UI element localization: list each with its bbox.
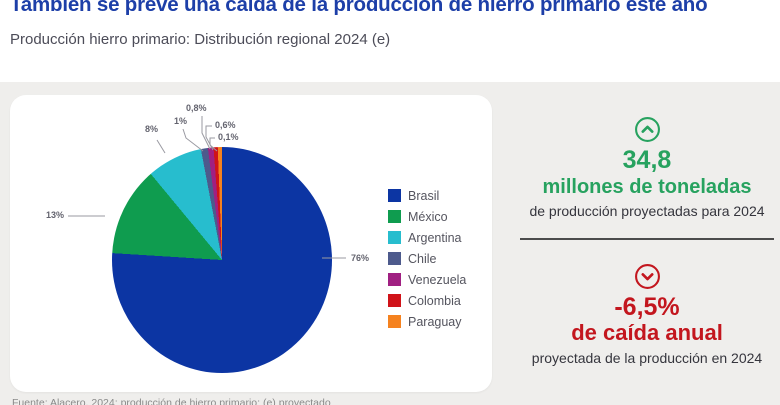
chart-legend: Brasil México Argentina Chile Venezuela … <box>388 185 466 332</box>
legend-item-paraguay: Paraguay <box>388 311 466 332</box>
page-header: También se prevé una caída de la producc… <box>0 0 780 82</box>
stats-divider <box>520 238 774 240</box>
content-area: 76% 13% 8% 1% 0,8% 0,6% 0,1% Brasil Méxi… <box>0 82 780 405</box>
legend-item-mexico: México <box>388 206 466 227</box>
pie-label-mexico: 13% <box>46 210 65 220</box>
legend-item-chile: Chile <box>388 248 466 269</box>
legend-swatch-paraguay <box>388 315 401 328</box>
page-title: También se prevé una caída de la producc… <box>10 0 708 16</box>
pie-label-paraguay: 0,1% <box>218 132 239 142</box>
chart-subtitle: Producción hierro primario: Distribución… <box>10 31 391 48</box>
legend-swatch-mexico <box>388 210 401 223</box>
stat-down-value: -6,5% <box>614 293 680 321</box>
legend-label: Brasil <box>408 188 440 203</box>
stat-down-caption: proyectada de la producción en 2024 <box>531 350 763 366</box>
legend-label: Venezuela <box>408 272 467 287</box>
legend-item-argentina: Argentina <box>388 227 466 248</box>
circle-chevron-down-icon <box>520 263 774 295</box>
pie-label-brasil: 76% <box>351 253 370 263</box>
circle-chevron-up-icon <box>520 116 774 148</box>
legend-swatch-brasil <box>388 189 401 202</box>
pie-label-chile: 1% <box>174 116 188 126</box>
legend-label: Colombia <box>408 293 461 308</box>
pie-chart <box>112 147 332 373</box>
stats-panel: 34,8 millones de toneladas de producción… <box>520 82 774 392</box>
stat-down-label: de caída anual <box>571 320 723 345</box>
stat-up-unit: millones de toneladas <box>542 176 752 198</box>
legend-swatch-chile <box>388 252 401 265</box>
legend-swatch-argentina <box>388 231 401 244</box>
pie-label-argentina: 8% <box>145 124 159 134</box>
legend-item-venezuela: Venezuela <box>388 269 466 290</box>
legend-label: Chile <box>408 251 437 266</box>
pie-chart-card: 76% 13% 8% 1% 0,8% 0,6% 0,1% Brasil Méxi… <box>10 95 492 392</box>
legend-swatch-colombia <box>388 294 401 307</box>
legend-label: Argentina <box>408 230 462 245</box>
pie-label-venezuela: 0,8% <box>186 103 207 113</box>
stat-up-caption: de producción proyectadas para 2024 <box>529 203 765 219</box>
legend-label: Paraguay <box>408 314 462 329</box>
pie-label-colombia: 0,6% <box>215 120 236 130</box>
stat-up-value: 34,8 <box>622 146 672 174</box>
legend-swatch-venezuela <box>388 273 401 286</box>
source-note: Fuente: Alacero, 2024; producción de hie… <box>12 397 331 405</box>
legend-item-brasil: Brasil <box>388 185 466 206</box>
legend-label: México <box>408 209 448 224</box>
legend-item-colombia: Colombia <box>388 290 466 311</box>
